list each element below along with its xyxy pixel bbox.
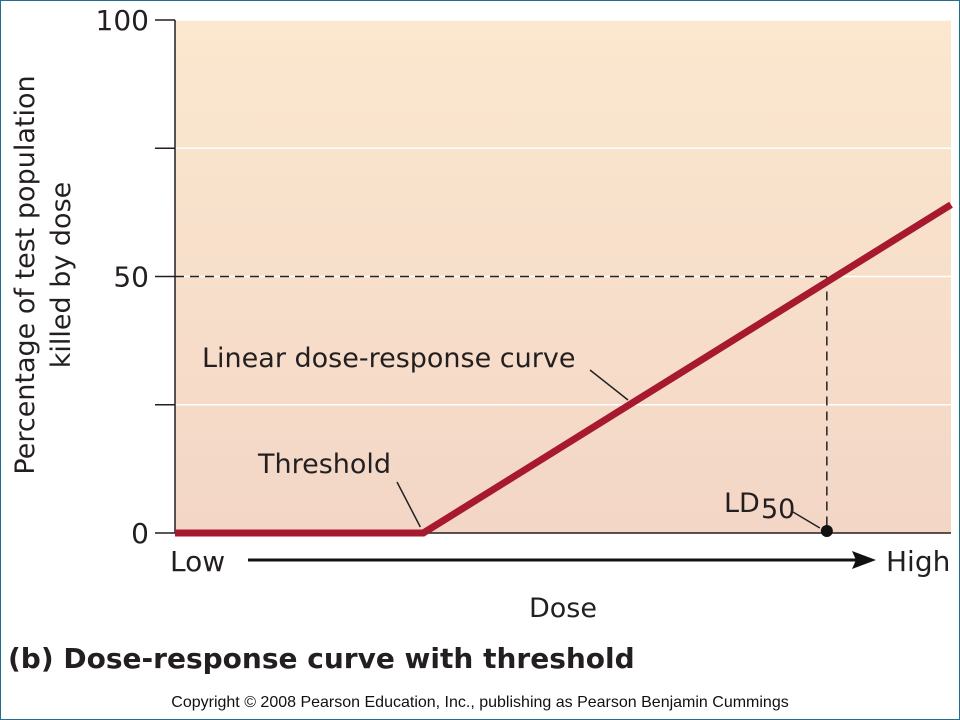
ld50-label-leader xyxy=(792,511,821,529)
curve-label: Linear dose-response curve xyxy=(202,343,575,374)
annotations: Linear dose-response curve Threshold LD 50 xyxy=(202,343,821,529)
y-axis-title-line-1: Percentage of test population xyxy=(10,75,41,474)
dose-response-curve xyxy=(175,201,953,537)
threshold-label-leader xyxy=(396,481,421,528)
y-axis-title-line-2: killed by dose xyxy=(46,182,77,369)
figure-caption: (b) Dose-response curve with threshold xyxy=(8,642,635,675)
x-axis-high-label: High xyxy=(886,545,950,578)
y-tick-label: 100 xyxy=(96,4,149,37)
curve-label-leader xyxy=(589,369,629,401)
ld50-label: LD xyxy=(724,488,760,519)
copyright-notice: Copyright © 2008 Pearson Education, Inc.… xyxy=(171,694,789,711)
y-tick-label: 50 xyxy=(113,261,149,294)
dose-response-chart: 0 50 100 Linear dose-response curve Thresho… xyxy=(10,4,953,624)
threshold-label: Threshold xyxy=(257,449,391,480)
y-tick-label: 0 xyxy=(131,517,149,550)
ld50-point xyxy=(820,525,833,537)
ld50-guides xyxy=(175,275,828,533)
ld50-subscript: 50 xyxy=(761,494,795,525)
dose-arrow-head xyxy=(852,551,876,569)
x-axis-low-label: Low xyxy=(170,545,225,578)
x-axis-title: Dose xyxy=(529,593,597,624)
series xyxy=(175,201,953,537)
